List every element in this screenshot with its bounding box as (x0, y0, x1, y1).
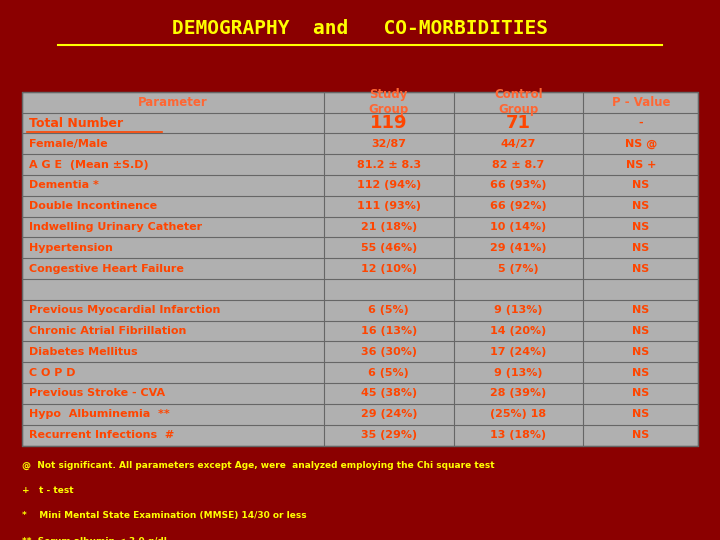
Text: Female/Male: Female/Male (29, 139, 107, 149)
Text: 13 (18%): 13 (18%) (490, 430, 546, 440)
Text: NS: NS (632, 180, 649, 191)
Bar (22, 92, 698, 445)
Text: 111 (93%): 111 (93%) (357, 201, 420, 211)
Text: Hypertension: Hypertension (29, 243, 112, 253)
Text: NS: NS (632, 201, 649, 211)
Text: 55 (46%): 55 (46%) (361, 243, 417, 253)
Text: 21 (18%): 21 (18%) (361, 222, 417, 232)
Text: 6 (5%): 6 (5%) (369, 368, 409, 377)
Text: P - Value: P - Value (611, 96, 670, 109)
Text: 82 ± 8.7: 82 ± 8.7 (492, 160, 544, 170)
Text: Recurrent Infections  #: Recurrent Infections # (29, 430, 174, 440)
Text: 45 (38%): 45 (38%) (361, 388, 417, 399)
Text: 10 (14%): 10 (14%) (490, 222, 546, 232)
Text: Total Number: Total Number (29, 117, 123, 130)
Text: **  Serum albumin < 3.0 g/dl: ** Serum albumin < 3.0 g/dl (22, 537, 166, 540)
Text: Study
Group: Study Group (369, 88, 409, 116)
Text: Hypo  Albuminemia  **: Hypo Albuminemia ** (29, 409, 169, 419)
Text: 9 (13%): 9 (13%) (494, 368, 543, 377)
Text: 119: 119 (370, 114, 408, 132)
Text: NS: NS (632, 430, 649, 440)
Text: Congestive Heart Failure: Congestive Heart Failure (29, 264, 184, 274)
Text: 16 (13%): 16 (13%) (361, 326, 417, 336)
Text: 6 (5%): 6 (5%) (369, 305, 409, 315)
Text: @  Not significant. All parameters except Age, were  analyzed employing the Chi : @ Not significant. All parameters except… (22, 461, 494, 470)
Text: Parameter: Parameter (138, 96, 207, 109)
Text: Diabetes Mellitus: Diabetes Mellitus (29, 347, 138, 357)
Text: NS: NS (632, 243, 649, 253)
Text: Previous Stroke - CVA: Previous Stroke - CVA (29, 388, 165, 399)
Text: Indwelling Urinary Catheter: Indwelling Urinary Catheter (29, 222, 202, 232)
Text: *    Mini Mental State Examination (MMSE) 14/30 or less: * Mini Mental State Examination (MMSE) 1… (22, 511, 306, 521)
Text: NS: NS (632, 222, 649, 232)
Text: 5 (7%): 5 (7%) (498, 264, 539, 274)
Text: (25%) 18: (25%) 18 (490, 409, 546, 419)
Text: 35 (29%): 35 (29%) (361, 430, 417, 440)
Text: 36 (30%): 36 (30%) (361, 347, 417, 357)
Text: 9 (13%): 9 (13%) (494, 305, 543, 315)
Text: C O P D: C O P D (29, 368, 76, 377)
Text: NS +: NS + (626, 160, 656, 170)
Text: Previous Myocardial Infarction: Previous Myocardial Infarction (29, 305, 220, 315)
Text: 12 (10%): 12 (10%) (361, 264, 417, 274)
Text: Control
Group: Control Group (494, 88, 543, 116)
Text: 66 (93%): 66 (93%) (490, 180, 546, 191)
Text: NS: NS (632, 368, 649, 377)
Text: 66 (92%): 66 (92%) (490, 201, 546, 211)
Text: 14 (20%): 14 (20%) (490, 326, 546, 336)
Text: Chronic Atrial Fibrillation: Chronic Atrial Fibrillation (29, 326, 186, 336)
Text: NS: NS (632, 326, 649, 336)
Text: -: - (639, 118, 643, 128)
Text: 44/27: 44/27 (500, 139, 536, 149)
Text: 112 (94%): 112 (94%) (356, 180, 421, 191)
Text: NS: NS (632, 388, 649, 399)
Text: Dementia *: Dementia * (29, 180, 99, 191)
Text: +   t - test: + t - test (22, 486, 73, 495)
Text: 29 (24%): 29 (24%) (361, 409, 417, 419)
Text: 17 (24%): 17 (24%) (490, 347, 546, 357)
Text: NS @: NS @ (625, 139, 657, 149)
Text: NS: NS (632, 409, 649, 419)
Text: 29 (41%): 29 (41%) (490, 243, 546, 253)
Text: Double Incontinence: Double Incontinence (29, 201, 157, 211)
Text: 81.2 ± 8.3: 81.2 ± 8.3 (356, 160, 421, 170)
Text: NS: NS (632, 347, 649, 357)
Text: NS: NS (632, 305, 649, 315)
Text: 32/87: 32/87 (372, 139, 406, 149)
Text: 28 (39%): 28 (39%) (490, 388, 546, 399)
Text: NS: NS (632, 264, 649, 274)
Text: 71: 71 (506, 114, 531, 132)
Text: DEMOGRAPHY  and   CO-MORBIDITIES: DEMOGRAPHY and CO-MORBIDITIES (172, 19, 548, 38)
Text: A G E  (Mean ±S.D): A G E (Mean ±S.D) (29, 160, 148, 170)
